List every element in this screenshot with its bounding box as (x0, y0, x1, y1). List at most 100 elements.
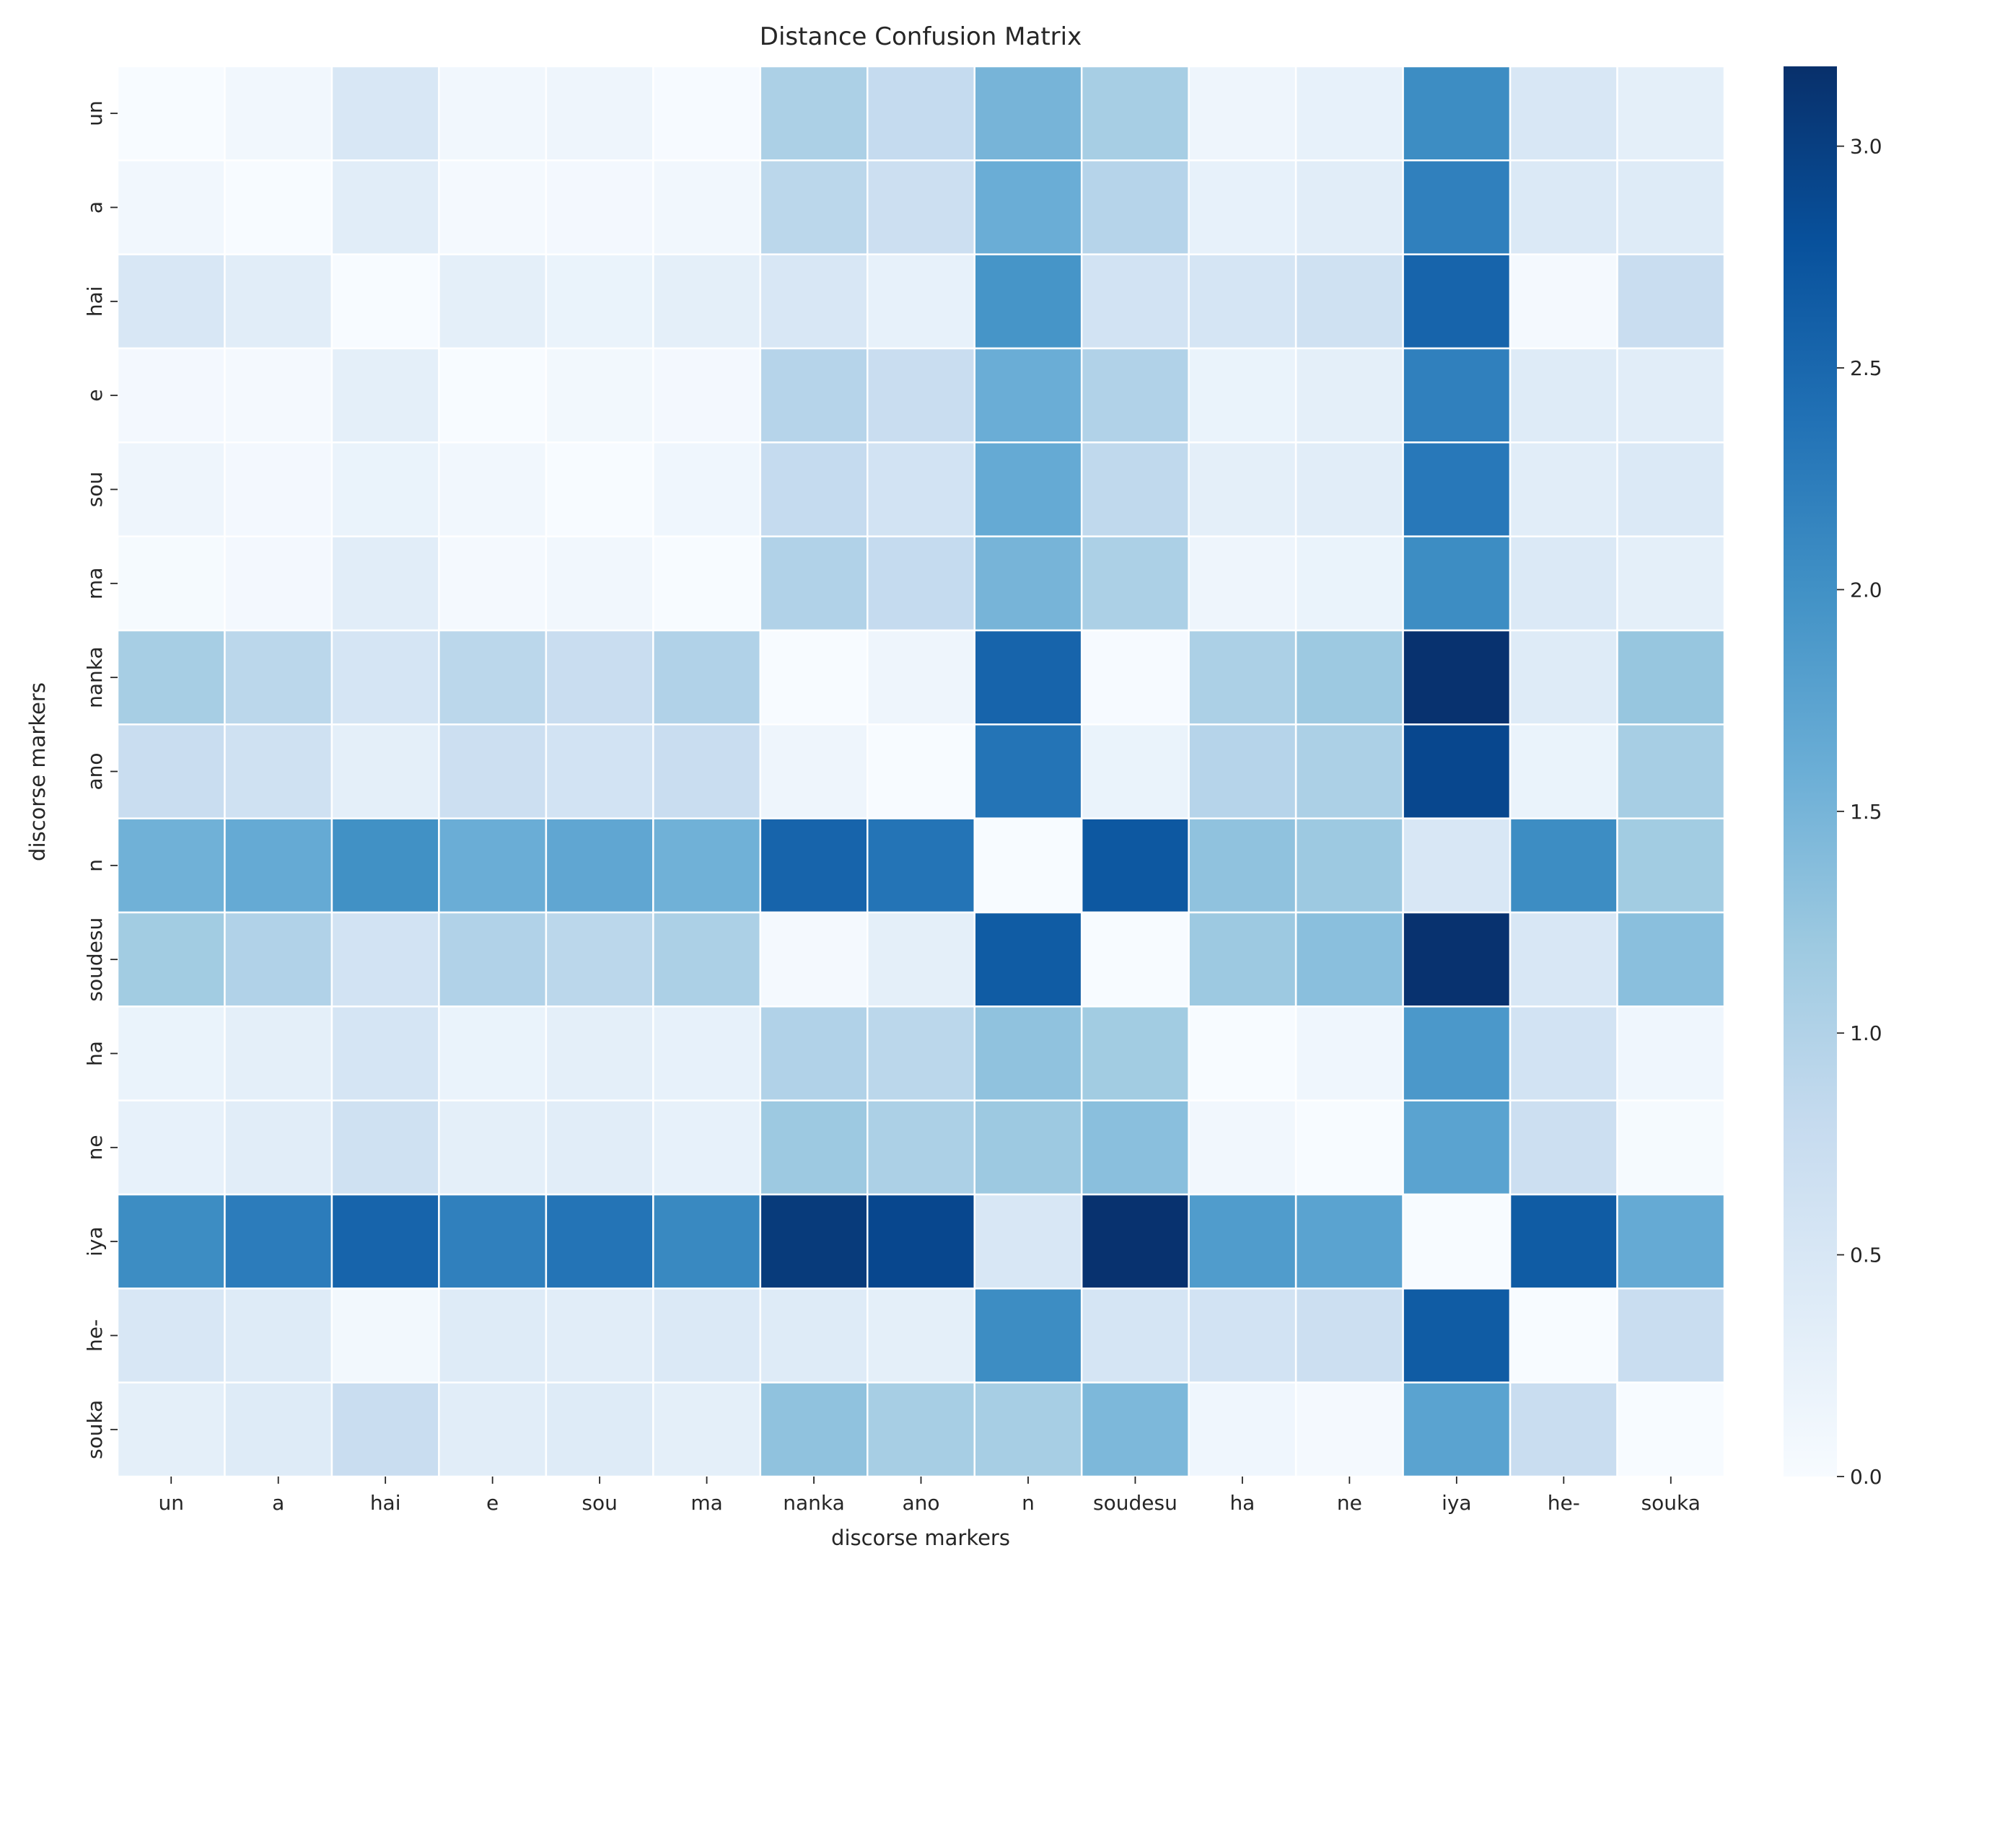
heatmap-cell (759, 441, 869, 537)
heatmap-cell (1080, 253, 1190, 350)
heatmap-cell (116, 1381, 226, 1478)
heatmap-cell (1188, 65, 1297, 162)
heatmap-cell (867, 911, 975, 1008)
heatmap-cell (545, 65, 654, 162)
heatmap-cell (438, 817, 548, 914)
heatmap-cell (867, 347, 975, 444)
heatmap-cell (973, 347, 1083, 444)
colorbar-tick-label: 2.0 (1850, 578, 1882, 602)
heatmap-cell (545, 347, 654, 444)
y-tick-label: ma (83, 568, 107, 599)
heatmap-cell (759, 629, 869, 726)
heatmap-cell (116, 347, 226, 444)
heatmap-cell (438, 1288, 548, 1383)
y-axis-ticks: un a hai e sou ma nanka ano n soudesu ha ne iya he-so… (83, 100, 118, 1459)
heatmap-cell (1402, 347, 1512, 444)
heatmap-cell (1402, 1288, 1512, 1383)
heatmap-cell (224, 441, 333, 537)
heatmap-cell (438, 911, 548, 1008)
heatmap-cell (652, 441, 762, 537)
heatmap-cell (1509, 253, 1618, 350)
heatmap-cell (1509, 159, 1618, 255)
heatmap-cell (1509, 1288, 1618, 1383)
heatmap-cell (1509, 347, 1618, 444)
heatmap-cell (973, 629, 1083, 726)
y-tick-label: soudesu (83, 918, 107, 1002)
heatmap-cell (1188, 723, 1297, 819)
heatmap-cell (1294, 535, 1404, 632)
heatmap-cell (116, 535, 226, 632)
heatmap-cell (116, 159, 226, 255)
heatmap-cell (759, 1193, 869, 1290)
heatmap-cell (330, 535, 440, 632)
heatmap-cell (1080, 1193, 1190, 1290)
heatmap-cell (759, 1381, 869, 1478)
heatmap-cell (1509, 65, 1618, 162)
y-tick-label: hai (83, 286, 107, 317)
y-tick-label: he- (83, 1319, 107, 1352)
heatmap-cell (224, 1288, 333, 1383)
y-tick-label: a (83, 201, 107, 214)
heatmap-cell (1616, 723, 1726, 819)
heatmap-cell (973, 65, 1083, 162)
heatmap-cell (438, 1099, 548, 1196)
heatmap-cell (973, 1006, 1083, 1101)
colorbar-ticks: 0.0 0.5 1.0 1.5 2.0 2.5 3.0 (1837, 135, 1882, 1489)
heatmap-cell (330, 723, 440, 819)
heatmap-cell (1188, 911, 1297, 1008)
heatmap-cell (545, 817, 654, 914)
heatmap-cell (330, 911, 440, 1008)
heatmap-cell (330, 1006, 440, 1101)
heatmap-cell (1402, 535, 1512, 632)
heatmap-cell (438, 629, 548, 726)
heatmap-cell (1188, 1381, 1297, 1478)
x-tick-label: he- (1548, 1491, 1580, 1515)
heatmap-cell (224, 817, 333, 914)
heatmap-cell (652, 159, 762, 255)
heatmap-cell (1402, 1381, 1512, 1478)
heatmap-cell (1402, 159, 1512, 255)
heatmap-cell (116, 65, 226, 162)
heatmap-cell (759, 1006, 869, 1101)
heatmap-cell (1294, 347, 1404, 444)
heatmap-cell (438, 1193, 548, 1290)
y-tick-label: e (83, 390, 107, 402)
heatmap-cell (1616, 911, 1726, 1008)
heatmap-cell (224, 1099, 333, 1196)
y-tick-label: ha (83, 1041, 107, 1066)
heatmap-cell (1616, 1006, 1726, 1101)
heatmap-cell (545, 159, 654, 255)
heatmap-cell (438, 253, 548, 350)
heatmap-cell (973, 159, 1083, 255)
heatmap-cell (973, 817, 1083, 914)
heatmap-cell (973, 1288, 1083, 1383)
heatmap-cell (545, 253, 654, 350)
heatmap-cell (1616, 159, 1726, 255)
heatmap-cell (545, 1381, 654, 1478)
heatmap-cell (438, 1381, 548, 1478)
x-axis-label: discorse markers (831, 1526, 1010, 1550)
heatmap-cell (1080, 1006, 1190, 1101)
heatmap-cell (1509, 723, 1618, 819)
heatmap-cell (224, 1381, 333, 1478)
heatmap-cell (867, 65, 975, 162)
heatmap-cell (1402, 253, 1512, 350)
x-axis-ticks: un a hai e sou ma nanka ano n soudesu ha ne iya he-so… (158, 1477, 1701, 1515)
heatmap-cell (116, 723, 226, 819)
heatmap-cell (973, 253, 1083, 350)
heatmap-cell (116, 817, 226, 914)
x-tick-label: e (486, 1491, 499, 1515)
chart-title: Distance Confusion Matrix (760, 22, 1082, 51)
heatmap-cell (116, 1006, 226, 1101)
heatmap-cell (1080, 65, 1190, 162)
heatmap-cell (545, 1099, 654, 1196)
heatmap-cell (1294, 1006, 1404, 1101)
heatmap-cell (1294, 159, 1404, 255)
heatmap-cell (1402, 65, 1512, 162)
heatmap-cell (1509, 1193, 1618, 1290)
heatmap-cell (116, 253, 226, 350)
heatmap-cell (1188, 629, 1297, 726)
heatmap-cell (116, 1193, 226, 1290)
heatmap-cell (116, 1099, 226, 1196)
heatmap-cell (759, 253, 869, 350)
